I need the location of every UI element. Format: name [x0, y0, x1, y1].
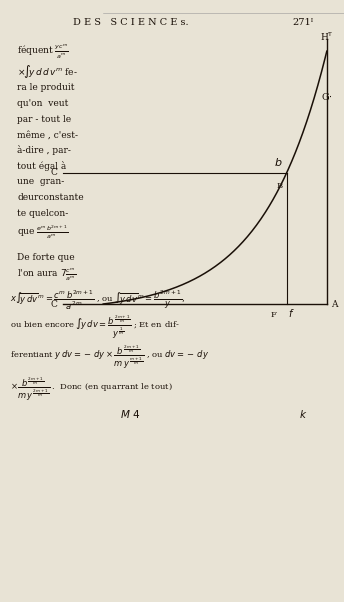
Text: $k$: $k$ [299, 408, 308, 420]
Text: $f$: $f$ [289, 307, 295, 319]
Text: à-dire , par-: à-dire , par- [17, 145, 71, 155]
Text: D E S   S C I E N C E s.: D E S S C I E N C E s. [73, 18, 189, 27]
Text: féquent $\frac{yc^m}{a^m}$: féquent $\frac{yc^m}{a^m}$ [17, 43, 69, 61]
Text: C: C [51, 168, 58, 177]
Text: B: B [277, 182, 283, 190]
Text: $\times\dfrac{b^{\,\frac{2m+1}{m}}}{m\,y^{\,\frac{2m+1}{m}}}$ .  Donc (en quarra: $\times\dfrac{b^{\,\frac{2m+1}{m}}}{m\,y… [10, 375, 173, 403]
Text: A: A [331, 300, 337, 308]
Text: par - tout le: par - tout le [17, 114, 71, 123]
Text: $x\int\!\overline{y\,dv}^{\,m} = \dfrac{c^m\,b^{2m+1}}{a^{2m}}$ , ou $\int\!\ove: $x\int\!\overline{y\,dv}^{\,m} = \dfrac{… [10, 288, 185, 312]
Text: H$^{\rm T}$: H$^{\rm T}$ [320, 31, 334, 43]
Text: F: F [270, 311, 276, 319]
Text: te quelcon-: te quelcon- [17, 208, 68, 217]
Text: $\times\!\int\!y\,d\,d\,v^m$ fe-: $\times\!\int\!y\,d\,d\,v^m$ fe- [17, 63, 78, 79]
Text: C: C [51, 300, 58, 308]
Text: $b$: $b$ [274, 156, 283, 168]
Text: De forte que: De forte que [17, 253, 75, 262]
Text: tout égal à: tout égal à [17, 161, 66, 170]
Text: que $\frac{e^m\,b^{2m+1}}{a^m}$: que $\frac{e^m\,b^{2m+1}}{a^m}$ [17, 223, 68, 241]
Text: 271ᴵ: 271ᴵ [292, 18, 313, 27]
Text: ferentiant $y\,dv = -\,dy\times\dfrac{b^{\,\frac{2m+1}{m}}}{m\,y^{\,\frac{m+1}{m: ferentiant $y\,dv = -\,dy\times\dfrac{b^… [10, 343, 209, 371]
Text: $M\ 4$: $M\ 4$ [120, 408, 141, 420]
Text: ra le produit: ra le produit [17, 83, 75, 92]
Text: l'on aura $7\frac{c^m}{a^m}$: l'on aura $7\frac{c^m}{a^m}$ [17, 267, 77, 283]
Text: ou bien encore $\int\!y\,dv = \dfrac{b^{\,\frac{2m+1}{m}}}{y^{\,\frac{1}{m}}}$ ;: ou bien encore $\int\!y\,dv = \dfrac{b^{… [10, 313, 180, 341]
Text: G$\cdot$: G$\cdot$ [321, 91, 333, 102]
Text: deurconstante: deurconstante [17, 193, 84, 202]
Text: qu'on  veut: qu'on veut [17, 99, 68, 108]
Text: une  gran-: une gran- [17, 177, 64, 186]
Text: même , c'est-: même , c'est- [17, 130, 78, 139]
